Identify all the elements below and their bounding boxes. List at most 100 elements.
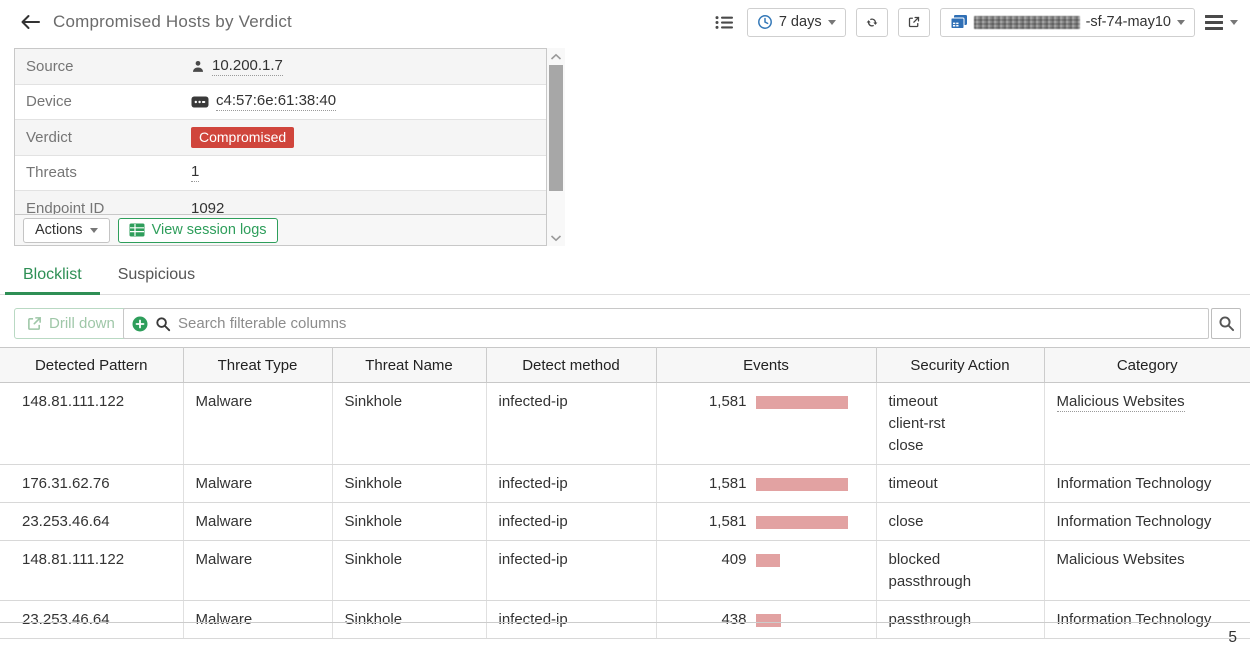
column-header-category[interactable]: Category	[1044, 347, 1250, 383]
header-toolbar: 7 days -sf-74-may10	[713, 0, 1238, 44]
detail-value: 1092	[191, 200, 224, 215]
events-count: 1,581	[708, 393, 747, 410]
drill-down-label: Drill down	[49, 315, 115, 332]
detail-value-text[interactable]: 1	[191, 163, 200, 183]
cell-detect-method: infected-ip	[486, 382, 657, 465]
scroll-down-icon[interactable]	[547, 230, 565, 245]
cell-threat-type: Malware	[183, 600, 333, 639]
cell-threat-name: Sinkhole	[332, 540, 487, 601]
host-detail-panel: Source 10.200.1.7 Device c4:57:6e:61:38:40 V…	[14, 48, 547, 246]
events-count: 1,581	[708, 513, 747, 530]
cell-events: 409	[656, 540, 877, 601]
security-action: passthrough	[888, 573, 972, 590]
detail-panel-scrollbar[interactable]	[547, 48, 565, 246]
detail-label: Endpoint ID	[26, 199, 105, 215]
table-row[interactable]: 23.253.46.64 Malware Sinkhole infected-ip 1,…	[0, 502, 1250, 541]
cell-threat-name: Sinkhole	[332, 502, 487, 541]
cell-category: Information Technology	[1044, 502, 1250, 541]
time-range-label: 7 days	[778, 14, 822, 30]
scrollbar-thumb[interactable]	[549, 65, 563, 191]
external-link-icon	[908, 16, 919, 28]
blocklist-table: Detected Pattern Threat Type Threat Name De…	[0, 347, 1250, 639]
chevron-down-icon	[1177, 19, 1185, 25]
tab-blocklist-label: Blocklist	[23, 266, 82, 283]
top-header: Compromised Hosts by Verdict 7 days -sf-…	[0, 0, 1250, 44]
table-header-row: Detected Pattern Threat Type Threat Name De…	[0, 347, 1250, 383]
scroll-up-icon[interactable]	[547, 49, 565, 64]
events-count: 1,581	[708, 475, 747, 492]
user-icon	[191, 59, 205, 74]
chevron-down-icon	[1230, 19, 1238, 25]
verdict-badge: Compromised	[191, 126, 295, 148]
cell-security-action: timeout	[876, 464, 1045, 503]
export-button[interactable]	[897, 7, 930, 37]
search-input[interactable]	[178, 315, 1200, 332]
security-action: close	[888, 437, 924, 454]
detail-row-threats: Threats 1	[15, 156, 546, 191]
column-header-events[interactable]: Events	[656, 347, 877, 383]
column-header-threat-type[interactable]: Threat Type	[183, 347, 333, 383]
table-row[interactable]: 148.81.111.122 Malware Sinkhole infected-ip…	[0, 382, 1250, 465]
back-button[interactable]	[18, 10, 42, 34]
table-row[interactable]: 23.253.46.64 Malware Sinkhole infected-ip 43…	[0, 600, 1250, 639]
events-bar	[755, 478, 848, 491]
footer-divider	[0, 622, 1250, 623]
cell-security-action: blocked passthrough	[876, 540, 1045, 601]
security-action: close	[888, 513, 924, 530]
detail-value-text[interactable]: c4:57:6e:61:38:40	[216, 92, 337, 112]
detail-value: 10.200.1.7	[191, 57, 283, 76]
cell-detect-method: infected-ip	[486, 464, 657, 503]
category-value[interactable]: Malicious Websites	[1056, 393, 1185, 412]
cell-threat-type: Malware	[183, 502, 333, 541]
device-name-redacted	[973, 15, 1080, 29]
column-header-detect-method[interactable]: Detect method	[486, 347, 657, 383]
actions-dropdown-button[interactable]: Actions	[23, 217, 110, 243]
cell-events: 438	[656, 600, 877, 639]
cell-detected-pattern: 23.253.46.64	[0, 502, 184, 541]
add-filter-icon[interactable]	[132, 316, 148, 332]
cell-category: Malicious Websites	[1044, 540, 1250, 601]
detail-value: 1	[191, 163, 200, 183]
table-row[interactable]: 148.81.111.122 Malware Sinkhole infected-ip…	[0, 540, 1250, 601]
chevron-down-icon	[89, 227, 98, 233]
chevron-down-icon	[827, 19, 836, 25]
column-header-threat-name[interactable]: Threat Name	[332, 347, 487, 383]
drill-down-button[interactable]: Drill down	[14, 308, 128, 339]
mac-address-icon	[191, 96, 209, 108]
cell-security-action: timeout client-rst close	[876, 382, 1045, 465]
events-bar	[755, 614, 781, 627]
view-session-logs-button[interactable]: View session logs	[117, 217, 278, 243]
cell-security-action: close	[876, 502, 1045, 541]
security-action: timeout	[888, 393, 938, 410]
device-selector-dropdown[interactable]: -sf-74-may10	[939, 7, 1195, 37]
page-number: 5	[1228, 629, 1237, 646]
cell-detect-method: infected-ip	[486, 600, 657, 639]
tab-suspicious[interactable]: Suspicious	[100, 256, 213, 294]
search-icon	[1218, 316, 1234, 332]
detail-row-source: Source 10.200.1.7	[15, 49, 546, 85]
main-menu-button[interactable]	[1205, 10, 1238, 34]
detail-value-text: 1092	[191, 199, 225, 215]
detail-row-endpoint-id: Endpoint ID 1092	[15, 191, 546, 215]
detail-panel-footer: Actions View session logs	[15, 214, 546, 245]
events-count: 438	[721, 611, 747, 628]
tab-blocklist[interactable]: Blocklist	[5, 256, 100, 295]
checklist-icon[interactable]	[713, 10, 737, 34]
detail-label: Verdict	[26, 128, 72, 146]
cell-threat-name: Sinkhole	[332, 600, 487, 639]
events-bar	[755, 396, 848, 409]
refresh-button[interactable]	[855, 7, 888, 37]
cell-detect-method: infected-ip	[486, 502, 657, 541]
security-action: timeout	[888, 475, 938, 492]
search-submit-button[interactable]	[1211, 308, 1241, 339]
column-header-security-action[interactable]: Security Action	[876, 347, 1045, 383]
column-header-detected-pattern[interactable]: Detected Pattern	[0, 347, 184, 383]
cell-detected-pattern: 23.253.46.64	[0, 600, 184, 639]
events-bar	[755, 554, 780, 567]
time-range-dropdown[interactable]: 7 days	[746, 7, 846, 37]
drill-down-icon	[28, 317, 41, 330]
table-row[interactable]: 176.31.62.76 Malware Sinkhole infected-ip 1,…	[0, 464, 1250, 503]
detail-value-text[interactable]: 10.200.1.7	[212, 56, 283, 76]
cell-threat-name: Sinkhole	[332, 382, 487, 465]
cell-detect-method: infected-ip	[486, 540, 657, 601]
